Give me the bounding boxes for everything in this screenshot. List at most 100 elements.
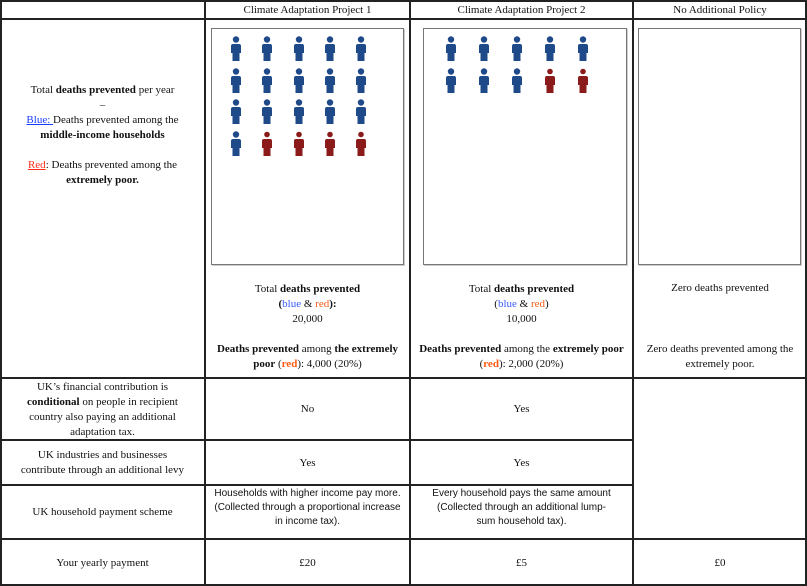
label-pre: UK’s financial contribution is: [36, 380, 169, 393]
total-value: 10,000: [506, 312, 537, 325]
person-icon-blue: [578, 36, 588, 61]
row-label-scheme: UK household payment scheme: [32, 505, 173, 518]
poor-bold1: Deaths prevented: [419, 343, 502, 355]
person-icon-red: [578, 68, 588, 93]
row-label-levy: UK industries and businesses contribute …: [20, 449, 185, 476]
poor-mid: among the: [501, 343, 553, 355]
red-word: red: [530, 297, 546, 310]
legend-red-label: Red: [27, 158, 46, 171]
header-no-policy: No Additional Policy: [673, 3, 767, 16]
paren: (: [479, 358, 484, 370]
legend-blue-label: Blue:: [26, 113, 54, 126]
scheme-project-1: Households with higher income pay more. …: [214, 488, 401, 527]
person-icon-blue: [446, 67, 456, 93]
poor-bold2: the extremely poor: [253, 343, 399, 370]
person-icon-blue: [356, 36, 367, 61]
person-icon-blue: [231, 99, 241, 124]
person-icon-blue: [231, 36, 241, 61]
person-icon-red: [324, 131, 335, 156]
payment-project-1: £20: [299, 556, 316, 569]
label-bold: conditional: [27, 395, 80, 408]
paren: (: [494, 297, 498, 310]
person-icon-blue: [479, 67, 489, 93]
levy-project-2: Yes: [513, 456, 530, 469]
blue-word: blue: [497, 297, 517, 310]
poor-deaths-project-2: Deaths prevented among the extremely poo…: [410, 340, 633, 374]
person-icon-blue: [262, 99, 273, 124]
total-deaths-project-2: Total deaths prevented (blue & red) 10,0…: [410, 280, 633, 328]
poor-value: ): 4,000 (20%): [297, 358, 362, 370]
person-icon-blue: [262, 36, 273, 61]
table-border: [0, 584, 807, 586]
total-deaths-project-1: Total deaths prevented (blue & red): 20,…: [205, 280, 410, 328]
total-deaths-no-policy: Zero deaths prevented: [671, 281, 769, 294]
table-border: [805, 0, 807, 586]
poor-mid: among: [298, 343, 335, 355]
payment-project-2: £5: [516, 556, 527, 569]
paren: ): [545, 297, 549, 310]
legend-blue-text: Deaths prevented among the: [53, 113, 179, 126]
person-icon-blue: [446, 36, 456, 61]
person-icon-blue: [356, 67, 367, 93]
person-icon-red: [293, 131, 304, 156]
red-word: red: [483, 358, 499, 370]
legend-text: Total deaths prevented per year – Blue: …: [0, 20, 205, 250]
table-border: [632, 0, 634, 586]
paren: ):: [329, 297, 337, 310]
table-border: [0, 439, 633, 441]
person-icon-blue: [324, 36, 335, 61]
person-icon-blue: [262, 67, 273, 93]
person-icon-blue: [293, 36, 304, 61]
legend-dash: –: [99, 98, 106, 111]
red-word: red: [281, 358, 298, 370]
person-icon-blue: [293, 99, 304, 124]
poor-bold2: extremely poor: [552, 343, 624, 355]
payment-no-policy: £0: [714, 556, 726, 569]
poor-bold1: Deaths prevented: [216, 343, 299, 355]
legend-line1-bold: deaths prevented: [55, 83, 136, 96]
header-project-1: Climate Adaptation Project 1: [243, 3, 372, 16]
legend-red-text: : Deaths prevented among the: [45, 158, 178, 171]
total-label-bold: deaths prevented: [280, 282, 361, 295]
legend-line1-post: per year: [135, 83, 175, 96]
total-label: Total: [254, 282, 281, 295]
table-border: [409, 0, 411, 586]
table-border: [0, 377, 807, 379]
total-label-bold: deaths prevented: [494, 282, 575, 295]
person-icon-red: [262, 131, 273, 156]
total-label: Total: [468, 282, 495, 295]
red-word: red: [315, 297, 330, 310]
paren: (: [278, 297, 283, 310]
person-icon-blue: [356, 99, 367, 124]
legend-red-bold: extremely poor.: [66, 173, 139, 186]
legend-line1: Total: [30, 83, 56, 96]
poor-deaths-no-policy: Zero deaths prevented among the extremel…: [646, 343, 794, 370]
blue-word: blue: [282, 297, 302, 310]
legend-blue-bold: middle-income households: [40, 128, 165, 141]
row-label-payment: Your yearly payment: [56, 556, 149, 569]
row-label-conditional: UK’s financial contribution is condition…: [0, 379, 205, 440]
person-icon-blue: [512, 67, 522, 93]
total-value: 20,000: [292, 312, 323, 325]
paren: (: [275, 358, 282, 370]
icon-chart-project-2: [423, 28, 627, 265]
person-icon-blue: [512, 36, 522, 61]
poor-deaths-project-1: Deaths prevented among the extremely poo…: [205, 340, 410, 374]
person-icon-blue: [324, 99, 335, 124]
levy-project-1: Yes: [299, 456, 316, 469]
person-icon-blue: [231, 130, 241, 156]
scheme-project-2: Every household pays the same amount (Co…: [432, 488, 611, 527]
person-icon-blue: [324, 67, 335, 93]
table-border: [0, 0, 2, 586]
table-border: [204, 0, 206, 586]
conditional-project-2: Yes: [513, 403, 530, 415]
icon-chart-project-1: [211, 28, 404, 265]
table-border: [0, 484, 633, 486]
label-post: on people in recipient country also payi…: [29, 395, 178, 438]
table-border: [0, 538, 807, 540]
amp: &: [301, 297, 316, 310]
table-border: [0, 18, 807, 20]
person-icon-red: [545, 68, 555, 93]
person-icon-blue: [293, 67, 304, 93]
